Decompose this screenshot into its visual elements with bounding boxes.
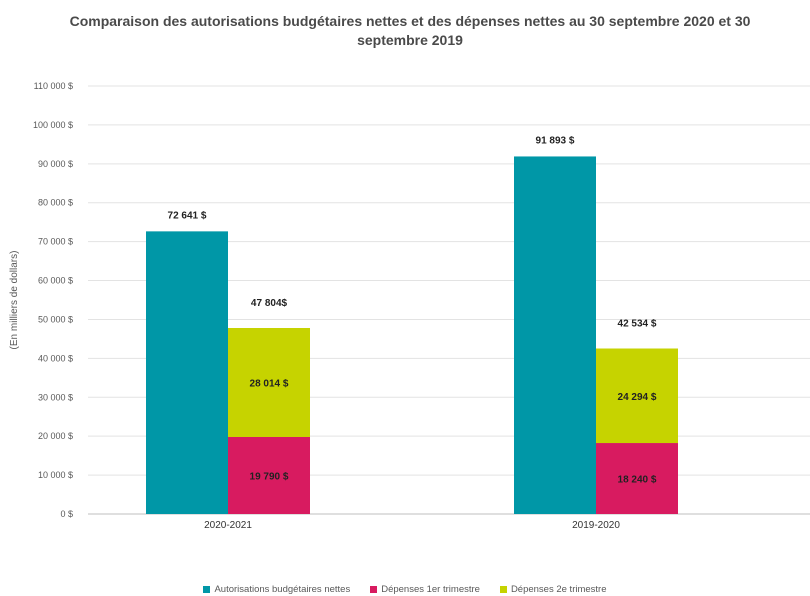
bar-depenses-t2 bbox=[228, 327, 310, 437]
legend-swatch bbox=[499, 586, 507, 593]
data-label-total: 42 534 $ bbox=[618, 319, 657, 330]
y-tick-label: 40 000 $ bbox=[38, 353, 73, 363]
data-label: 28 014 $ bbox=[250, 378, 289, 389]
y-tick-label: 50 000 $ bbox=[38, 314, 73, 324]
legend-item: Dépenses 2e trimestre bbox=[499, 584, 607, 595]
legend-label: Autorisations budgétaires nettes bbox=[214, 584, 351, 595]
data-label: 19 790 $ bbox=[250, 471, 289, 482]
y-tick-label: 100 000 $ bbox=[33, 120, 73, 130]
bar-depenses-t1 bbox=[596, 443, 678, 514]
data-label: 24 294 $ bbox=[618, 392, 657, 403]
bar-autorisations bbox=[146, 231, 228, 514]
y-tick-label: 70 000 $ bbox=[38, 237, 73, 247]
y-tick-label: 110 000 $ bbox=[34, 81, 73, 91]
y-tick-label: 80 000 $ bbox=[38, 198, 73, 208]
legend-label: Dépenses 2e trimestre bbox=[510, 584, 607, 595]
chart-title: Comparaison des autorisations budgétaire… bbox=[69, 13, 751, 48]
data-label: 91 893 $ bbox=[536, 135, 575, 146]
y-tick-label: 20 000 $ bbox=[38, 431, 73, 441]
legend-swatch bbox=[203, 586, 211, 593]
legend-item: Autorisations budgétaires nettes bbox=[203, 584, 350, 595]
legend-swatch bbox=[370, 586, 378, 593]
chart-legend: Autorisations budgétaires nettes Dépenses… bbox=[0, 584, 810, 595]
y-tick-label: 10 000 $ bbox=[38, 470, 73, 480]
y-tick-label: 60 000 $ bbox=[38, 276, 73, 286]
legend-item: Dépenses 1er trimestre bbox=[370, 584, 480, 595]
x-category-label: 2020-2021 bbox=[204, 520, 252, 531]
y-axis-label: (En milliers de dollars) bbox=[9, 251, 20, 350]
bar-autorisations bbox=[514, 156, 596, 514]
legend-label: Dépenses 1er trimestre bbox=[381, 584, 480, 595]
y-tick-label: 0 $ bbox=[60, 509, 73, 519]
bar-depenses-t1 bbox=[228, 436, 310, 514]
data-label: 18 240 $ bbox=[618, 475, 657, 486]
y-tick-label: 90 000 $ bbox=[38, 159, 73, 169]
x-category-label: 2019-2020 bbox=[572, 520, 620, 531]
y-tick-label: 30 000 $ bbox=[38, 392, 73, 402]
data-label: 72 641 $ bbox=[168, 210, 207, 221]
bar-depenses-t2 bbox=[596, 348, 678, 444]
data-label-total: 47 804$ bbox=[251, 298, 288, 309]
